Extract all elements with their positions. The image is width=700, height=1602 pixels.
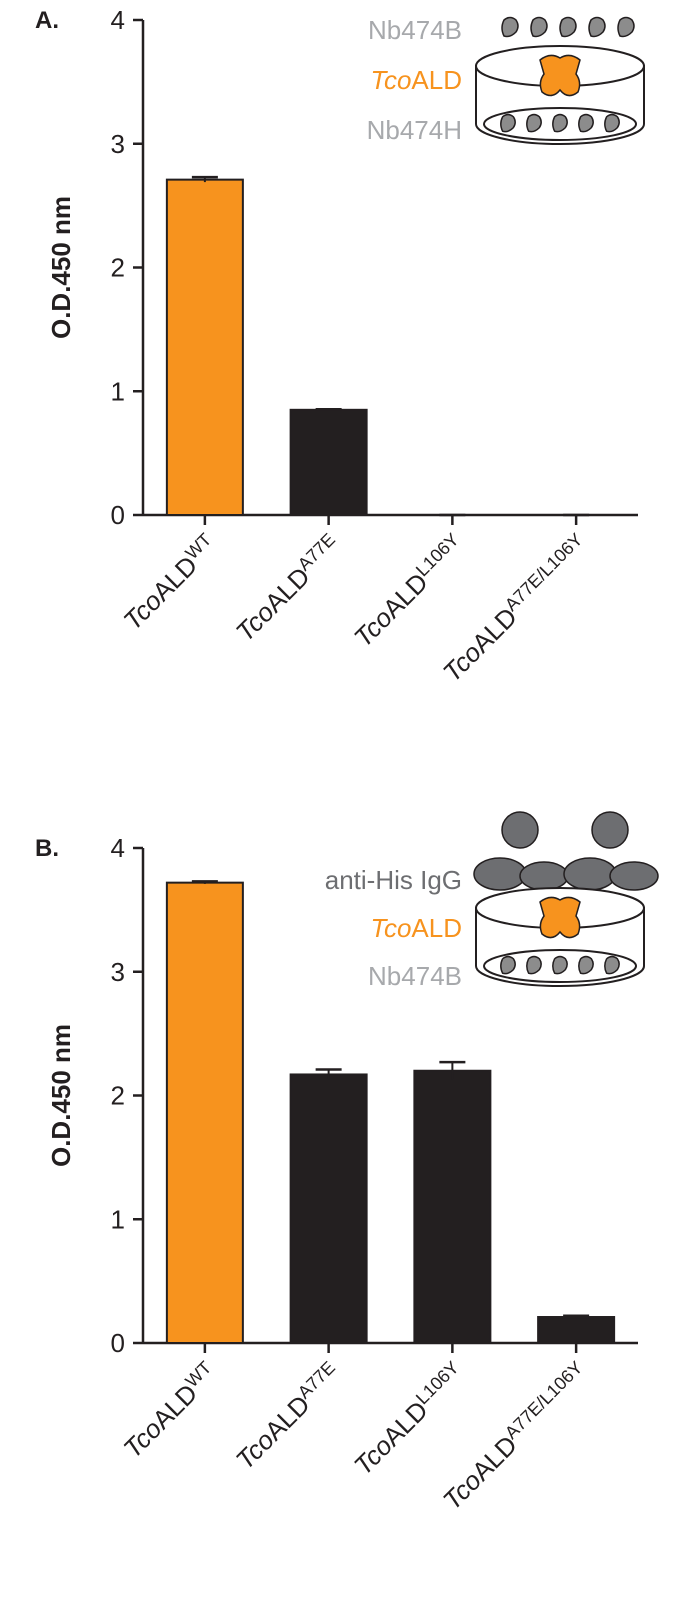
aldolase-icon — [539, 896, 581, 939]
label-superscript: A77E/L106Y — [501, 1357, 587, 1443]
antibody-icon — [609, 861, 659, 891]
protein-icon — [578, 113, 594, 133]
y-tick-label: 3 — [111, 129, 125, 159]
dish — [475, 65, 645, 145]
protein-icon — [578, 955, 594, 975]
inset-label: Nb474B — [368, 15, 462, 45]
inset-text: Nb474B — [368, 15, 462, 45]
dish — [475, 907, 645, 987]
protein-icon — [501, 16, 519, 38]
protein-icon — [526, 113, 542, 133]
label-superscript: A77E — [294, 529, 339, 574]
x-tick-label: TcoALDL106Y — [347, 529, 470, 652]
antibody-icon — [473, 857, 527, 891]
bar — [289, 408, 368, 516]
inset-label: anti-His IgG — [325, 865, 462, 895]
label-superscript: L106Y — [412, 1357, 463, 1408]
panel-label: A. — [35, 7, 59, 34]
inset-label: Nb474B — [368, 961, 462, 991]
inset-text: Nb474B — [368, 961, 462, 991]
bar — [165, 881, 244, 1345]
y-tick-label: 1 — [111, 1204, 125, 1234]
bar — [289, 1073, 368, 1345]
label-superscript: L106Y — [412, 529, 463, 580]
protein-icon — [604, 113, 620, 133]
inset-label: Nb474H — [367, 115, 462, 145]
inset-label: TcoALD — [370, 65, 462, 95]
protein-icon — [552, 113, 568, 133]
label-superscript: A77E — [294, 1357, 339, 1402]
antibody-icon — [501, 811, 539, 849]
bar — [413, 1069, 492, 1344]
antibody-icon — [591, 811, 629, 849]
inset-label: TcoALD — [370, 913, 462, 943]
x-tick-label: TcoALDWT — [117, 529, 223, 635]
antibody-icon — [563, 857, 617, 891]
bar — [537, 1316, 616, 1344]
protein-icon — [588, 16, 606, 38]
panel-label: B. — [35, 835, 59, 862]
x-tick-label: TcoALDA77E — [229, 529, 347, 647]
protein-icon — [500, 113, 516, 133]
antibody-icon — [519, 861, 569, 891]
protein-icon — [500, 955, 516, 975]
protein-icon — [617, 16, 635, 38]
y-axis-label: O.D.450 nm — [46, 1024, 76, 1167]
dish-floor — [483, 107, 637, 141]
inset-text: anti-His IgG — [325, 865, 462, 895]
x-tick-label: TcoALDWT — [117, 1357, 223, 1463]
x-tick-label: TcoALDA77E/L106Y — [436, 529, 594, 687]
y-axis-label: O.D.450 nm — [46, 196, 76, 339]
y-tick-label: 2 — [111, 1081, 125, 1111]
protein-icon — [604, 955, 620, 975]
y-tick-label: 0 — [111, 1328, 125, 1358]
x-tick-label: TcoALDL106Y — [347, 1357, 470, 1480]
inset-text: Nb474H — [367, 115, 462, 145]
bar — [165, 178, 244, 516]
inset-text: ALD — [411, 913, 462, 943]
inset-text: ALD — [411, 65, 462, 95]
protein-icon — [552, 955, 568, 975]
x-tick-label: TcoALDA77E/L106Y — [436, 1357, 594, 1515]
protein-icon — [559, 16, 577, 38]
x-tick-label: TcoALDA77E — [229, 1357, 347, 1475]
inset-italic: Tco — [370, 913, 411, 943]
y-tick-label: 4 — [111, 833, 125, 863]
inset-italic: Tco — [370, 65, 411, 95]
y-tick-label: 2 — [111, 253, 125, 283]
protein-icon — [526, 955, 542, 975]
y-tick-label: 1 — [111, 376, 125, 406]
aldolase-icon — [539, 54, 581, 97]
y-tick-label: 3 — [111, 957, 125, 987]
y-tick-label: 4 — [111, 5, 125, 35]
label-superscript: A77E/L106Y — [501, 529, 587, 615]
dish-floor — [483, 949, 637, 983]
protein-icon — [530, 16, 548, 38]
y-tick-label: 0 — [111, 500, 125, 530]
